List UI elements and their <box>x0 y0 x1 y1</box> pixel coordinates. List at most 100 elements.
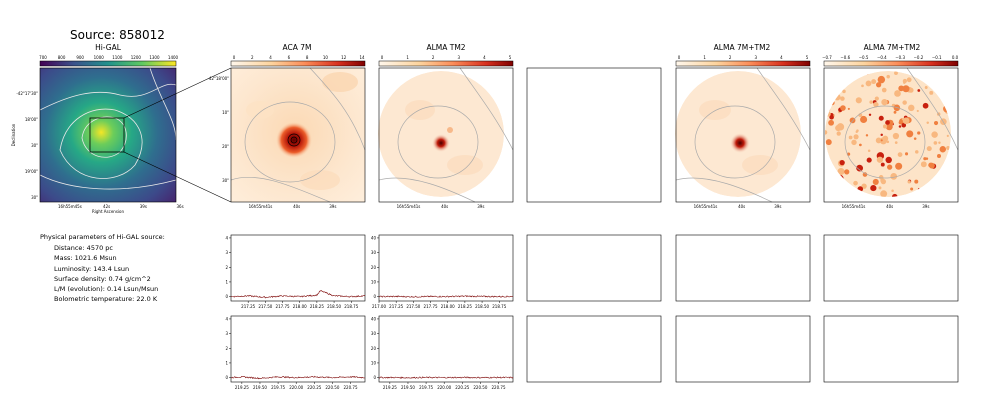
almatm2-colorbar-tick: 4 <box>483 55 486 60</box>
info-lm-evolution: L/M (evolution): 0.14 Lsun/Msun <box>54 285 159 293</box>
spectrum-xtick: 217.50 <box>406 304 420 309</box>
speckle-blob <box>832 89 836 92</box>
spectrum-xtick: 220.00 <box>289 385 303 390</box>
speckle-blob <box>825 139 832 146</box>
speckle-blob <box>902 100 907 105</box>
zoom-line-top <box>123 67 232 119</box>
speckle-blob <box>924 71 929 76</box>
speckle-blob <box>872 178 879 185</box>
speckle-blob <box>902 85 910 93</box>
aca7m-xtick: 39s <box>329 204 336 209</box>
alma7mtm2-colorbar-tick: 3 <box>755 55 758 60</box>
aca7m-title: ACA 7M <box>282 43 312 52</box>
alma7mtm2-colorbar <box>675 60 811 67</box>
speckle-blob <box>854 189 858 194</box>
almatm2-colorbar-tick: 2 <box>432 55 435 60</box>
higal-colorbar-tick: 800 <box>58 55 66 60</box>
empty-spectrum-r1c5 <box>675 234 811 302</box>
speckle-blob <box>924 86 928 89</box>
spectrum-ytick: 0 <box>225 375 228 380</box>
spectrum-ytick: 3 <box>225 250 228 255</box>
alma7mtm2-frame <box>675 67 811 203</box>
speckle-blob <box>939 146 947 153</box>
speckle-blob <box>859 143 862 147</box>
spectrum-line <box>378 295 514 298</box>
info-mass: Mass: 1021.6 Msun <box>54 254 117 262</box>
spectrum-xtick: 218.25 <box>458 304 472 309</box>
speckle-blob <box>871 79 877 85</box>
speckle-blob <box>847 107 850 110</box>
spectrum-xtick: 218.50 <box>475 304 489 309</box>
higal-ytick: 19'00" <box>25 169 38 174</box>
higal-title: Hi-GAL <box>95 43 121 52</box>
speckle-blob <box>853 134 859 140</box>
speckle-blob <box>869 100 873 104</box>
speckle-blob <box>933 141 938 145</box>
speckle-blob <box>880 190 888 197</box>
speckle-blob <box>851 139 857 146</box>
alma7mtm2-xtick: 40s <box>738 204 745 209</box>
speckle-blob <box>898 125 902 128</box>
speckle-blob <box>828 119 835 126</box>
spectrum-xtick: 217.75 <box>424 304 438 309</box>
speckle-blob <box>860 115 868 123</box>
spectrum-xtick: 217.50 <box>258 304 272 309</box>
speckle-blob <box>901 122 907 128</box>
speckle-blob <box>825 111 831 117</box>
speckle-blob <box>825 86 832 93</box>
spectrum-ytick: 3 <box>225 331 228 336</box>
speckle-blob <box>877 75 886 84</box>
spectrum-plot <box>377 315 514 384</box>
almatm2-xtick: 16h55m41s <box>397 204 421 209</box>
spectrum-xtick: 217.25 <box>241 304 255 309</box>
speckle-blob <box>945 165 948 169</box>
spectrum-ytick: 2 <box>225 346 228 351</box>
spectrum-xtick: 220.25 <box>307 385 321 390</box>
higal-colorbar-tick: 1100 <box>112 55 123 60</box>
speckle-blob <box>902 117 910 125</box>
higal-xlabel: Right Ascension <box>92 209 124 214</box>
spectrum-frame <box>378 315 514 383</box>
alma7mtm2-colorbar-tick: 5 <box>806 55 809 60</box>
speckle-blob <box>837 168 845 176</box>
aca7m-xtick: 16h55m41s <box>249 204 273 209</box>
higal-xtick: 39s <box>140 204 147 209</box>
alma7mtm2_neg-xtick: 16h55m41s <box>842 204 866 209</box>
speckle-blob <box>876 156 884 163</box>
speckle-blob <box>943 105 950 113</box>
speckle-blob <box>866 157 872 163</box>
alma7mtm2_neg-colorbar-tick: 0.0 <box>952 55 959 60</box>
higal-xtick: 42s <box>103 204 110 209</box>
alma7mtm2_neg-colorbar-tick: −0.2 <box>914 55 924 60</box>
aca7m-ytick: 10" <box>222 110 229 115</box>
alma7mtm2-colorbar-tick: 4 <box>780 55 783 60</box>
speckle-blob <box>844 169 850 175</box>
aca7m-colorbar <box>230 60 366 67</box>
almatm2-colorbar <box>378 60 514 67</box>
spectrum-xtick: 220.50 <box>325 385 339 390</box>
higal-colorbar-tick: 900 <box>76 55 84 60</box>
spectrum-ytick: 1 <box>225 279 228 284</box>
higal-image <box>40 68 176 202</box>
speckle-blob <box>882 135 889 142</box>
alma7mtm2-contours <box>675 67 811 203</box>
speckle-blob <box>878 115 884 121</box>
info-bol-temp: Bolometric temperature: 22.0 K <box>54 295 158 303</box>
speckle-blob <box>834 93 841 101</box>
spectrum-plot <box>229 234 366 303</box>
spectrum-xtick: 219.25 <box>383 385 397 390</box>
speckle-blob <box>946 146 951 150</box>
alma7mtm2_neg-colorbar-tick: −0.7 <box>822 55 832 60</box>
speckle-blob <box>894 90 901 97</box>
speckle-blob <box>894 71 898 75</box>
spectrum-ytick: 2 <box>225 265 228 270</box>
higal-frame <box>39 67 177 203</box>
spectrum-ytick: 0 <box>225 294 228 299</box>
higal-xtick: 16h55m45s <box>58 204 82 209</box>
speckle-blob <box>885 156 892 164</box>
speckle-blob <box>848 135 853 140</box>
spectrum-frame <box>230 234 366 302</box>
higal-ylabel: Declination <box>11 123 16 146</box>
spectrum-ytick: 4 <box>225 235 228 240</box>
alma7mtm2-xtick: 16h55m41s <box>694 204 718 209</box>
